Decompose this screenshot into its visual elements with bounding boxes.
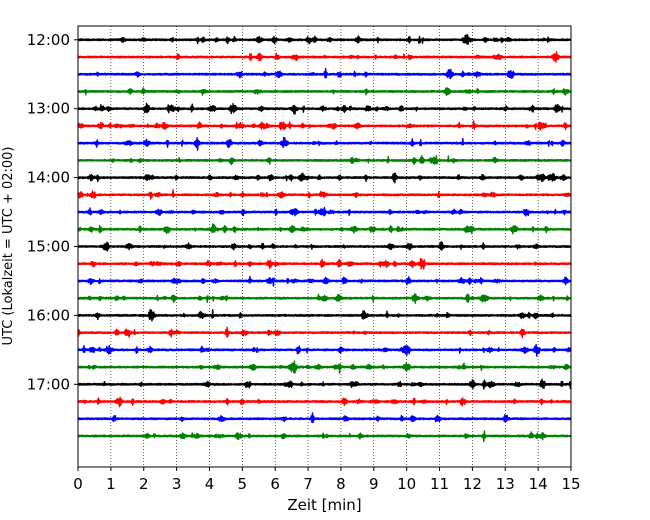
seismic-trace	[77, 396, 572, 408]
x-tick-label: 14	[529, 475, 548, 493]
x-tick-label: 8	[336, 475, 346, 493]
y-tick-label: 14:00	[27, 169, 70, 187]
seismic-trace	[77, 412, 572, 424]
x-tick-label: 5	[238, 475, 248, 493]
x-tick-label: 10	[397, 475, 416, 493]
y-tick-label: 16:00	[27, 306, 70, 324]
y-tick-label: 15:00	[27, 238, 70, 256]
seismic-trace	[77, 309, 572, 322]
seismic-trace	[77, 136, 572, 151]
seismic-trace	[77, 87, 572, 96]
x-tick-label: 12	[463, 475, 482, 493]
seismic-trace	[77, 360, 572, 374]
seismic-trace	[77, 102, 572, 115]
x-tick-label: 9	[369, 475, 379, 493]
y-tick-label: 17:00	[27, 375, 70, 393]
x-tick-label: 15	[561, 475, 580, 493]
x-tick-label: 0	[73, 475, 83, 493]
seismic-trace	[77, 257, 572, 270]
x-tick-label: 6	[270, 475, 280, 493]
x-tick-label: 13	[496, 475, 515, 493]
seismic-trace	[77, 120, 572, 131]
seismic-trace	[77, 241, 572, 252]
seismic-trace	[77, 223, 572, 235]
seismic-trace	[77, 430, 572, 443]
x-tick-label: 3	[172, 475, 182, 493]
y-tick-label: 13:00	[27, 100, 70, 118]
x-axis: 0 1 2 3 4 5 6 7 8 9 10 11 12 13 14 15	[73, 467, 581, 493]
seismic-trace	[77, 34, 572, 45]
seismic-trace	[77, 343, 572, 357]
x-tick-label: 2	[139, 475, 149, 493]
x-tick-label: 7	[303, 475, 313, 493]
x-tick-label: 11	[430, 475, 449, 493]
y-tick-label: 12:00	[27, 31, 70, 49]
seismic-trace	[77, 275, 572, 287]
seismic-trace	[77, 51, 572, 63]
seismic-trace	[77, 326, 572, 339]
x-axis-label: Zeit [min]	[287, 496, 361, 514]
seismic-trace	[77, 378, 572, 390]
seismic-trace	[77, 189, 572, 200]
seismic-trace	[77, 206, 572, 217]
y-axis-label: UTC (Lokalzeit = UTC + 02:00)	[1, 147, 16, 346]
seismic-trace	[77, 172, 572, 184]
x-tick-label: 1	[106, 475, 116, 493]
seismic-trace	[77, 293, 572, 304]
seismic-traces	[77, 34, 572, 443]
y-axis: 12:00 13:00 14:00 15:00 16:00 17:00	[27, 31, 78, 393]
x-tick-label: 4	[205, 475, 215, 493]
seismic-trace	[77, 155, 572, 166]
seismic-trace	[77, 68, 572, 80]
